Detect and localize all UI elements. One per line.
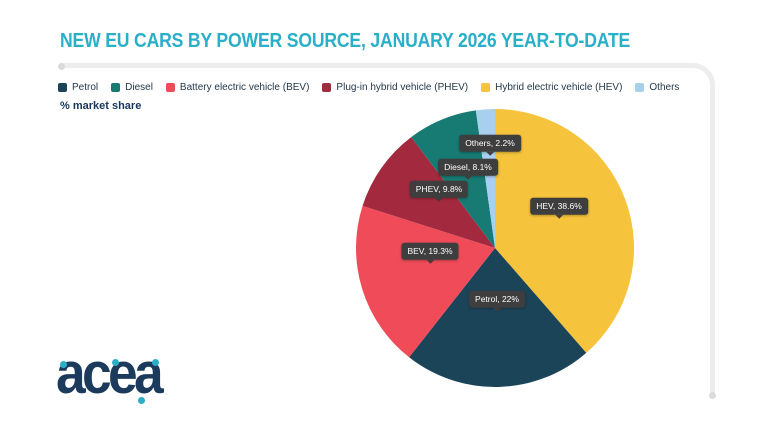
pie-tooltip-petrol: Petrol, 22%	[469, 290, 525, 311]
legend-item-hev[interactable]: Hybrid electric vehicle (HEV)	[481, 82, 622, 93]
pie-slice-petrol[interactable]	[409, 248, 587, 387]
legend-label: Petrol	[72, 82, 99, 93]
legend-item-phev[interactable]: Plug-in hybrid vehicle (PHEV)	[322, 82, 468, 93]
pie-tooltip-diesel: Diesel, 8.1%	[438, 158, 498, 179]
logo-accent-dot	[138, 397, 145, 404]
pie-slice-hev[interactable]	[495, 109, 634, 353]
phev-color-swatch	[322, 83, 332, 92]
legend-label: Battery electric vehicle (BEV)	[179, 82, 310, 93]
legend-item-bev[interactable]: Battery electric vehicle (BEV)	[165, 82, 310, 93]
acea-logo-text: acea	[56, 341, 164, 406]
divider-cap-left	[58, 63, 65, 70]
pie-chart: HEV, 38.6% Petrol, 22% BEV, 19.3% PHEV, …	[356, 109, 634, 387]
page-title: NEW EU CARS BY POWER SOURCE, JANUARY 202…	[60, 30, 631, 52]
legend-label: Hybrid electric vehicle (HEV)	[495, 82, 623, 93]
legend-label: Others	[649, 82, 680, 93]
legend-item-others[interactable]: Others	[635, 82, 679, 93]
logo-accent-dot	[112, 359, 119, 366]
pie-tooltip-bev: BEV, 19.3%	[401, 242, 459, 263]
logo-accent-dot	[60, 361, 67, 368]
others-color-swatch	[635, 83, 645, 92]
legend-item-petrol[interactable]: Petrol	[58, 82, 98, 93]
bev-color-swatch	[165, 83, 175, 92]
legend-label: Plug-in hybrid vehicle (PHEV)	[336, 82, 469, 93]
unit-label-market-share: % market share	[60, 100, 142, 112]
hev-color-swatch	[481, 83, 491, 92]
logo-accent-dot	[152, 359, 159, 366]
diesel-color-swatch	[111, 83, 121, 92]
chart-legend: Petrol Diesel Battery electric vehicle (…	[58, 82, 679, 93]
acea-logo: acea	[56, 345, 196, 407]
pie-tooltip-phev: PHEV, 9.8%	[409, 180, 469, 201]
pie-tooltip-others: Others, 2.2%	[459, 134, 521, 155]
pie-tooltip-hev: HEV, 38.6%	[530, 197, 588, 218]
legend-label: Diesel	[125, 82, 153, 93]
divider-cap-bottom	[709, 392, 716, 399]
petrol-color-swatch	[58, 83, 67, 92]
pie-slice-bev[interactable]	[356, 205, 495, 358]
legend-item-diesel[interactable]: Diesel	[111, 82, 153, 93]
